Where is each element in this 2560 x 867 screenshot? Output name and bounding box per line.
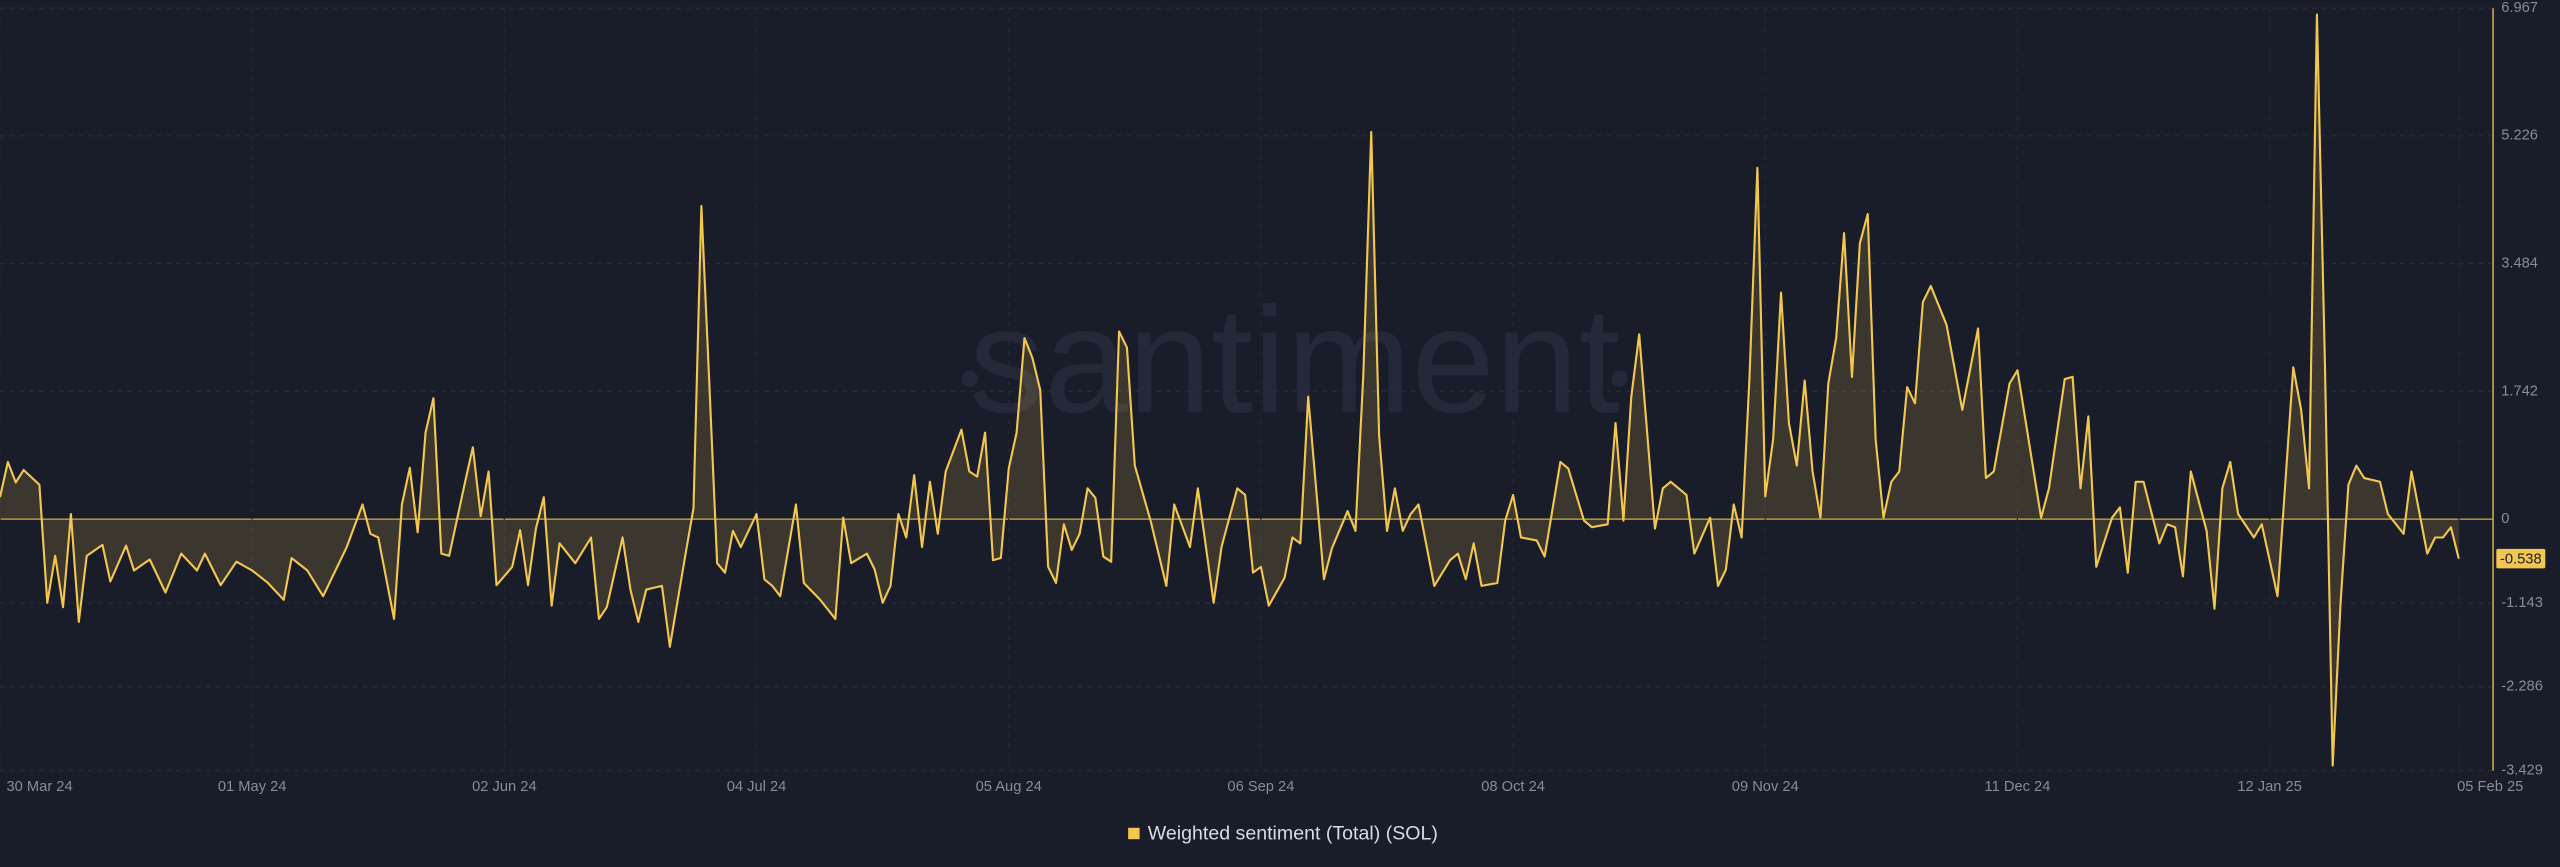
last-value-label: -0.538: [2500, 551, 2542, 567]
x-tick-label: 12 Jan 25: [2237, 779, 2302, 795]
axes: 6.967 5.226 3.484 1.742 0 -1.143 -2.286 -3.429 3…: [7, 0, 2546, 795]
x-tick-label: 06 Sep 24: [1227, 779, 1294, 795]
last-value-badge: [2496, 548, 2546, 569]
legend-label: Weighted sentiment (Total) (SOL): [1148, 822, 1438, 844]
y-tick-label: 1.742: [2501, 383, 2538, 399]
line: [0, 13, 2460, 767]
x-tick-label: 11 Dec 24: [1985, 779, 2051, 795]
grid: [0, 7, 2494, 772]
y-tick-label: 6.967: [2501, 0, 2538, 16]
x-tick-label: 02 Jun 24: [472, 779, 537, 795]
watermark-dot: [1611, 370, 1628, 387]
x-tick-label: 05 Feb 25: [2457, 779, 2523, 795]
y-tick-label: -3.429: [2501, 763, 2543, 779]
x-tick-label: 04 Jul 24: [727, 779, 787, 795]
x-tick-label: 09 Nov 24: [1732, 779, 1799, 795]
x-tick-label: 05 Aug 24: [976, 779, 1042, 795]
y-tick-label: -1.143: [2501, 595, 2543, 611]
legend-swatch: [1128, 827, 1140, 840]
legend: Weighted sentiment (Total) (SOL): [1128, 822, 1438, 844]
watermark-text: santiment: [969, 276, 1620, 444]
y-tick-label: -2.286: [2501, 679, 2543, 695]
y-tick-label: 5.226: [2501, 128, 2538, 144]
x-tick-label: 01 May 24: [218, 779, 287, 795]
x-tick-label: 08 Oct 24: [1481, 779, 1545, 795]
x-tick-label: 30 Mar 24: [7, 779, 73, 795]
watermark: santiment: [961, 276, 1628, 444]
y-tick-label: 3.484: [2501, 256, 2538, 272]
watermark-dot: [961, 370, 978, 387]
y-tick-label: 0: [2501, 511, 2509, 527]
plot-area: [0, 13, 2460, 767]
